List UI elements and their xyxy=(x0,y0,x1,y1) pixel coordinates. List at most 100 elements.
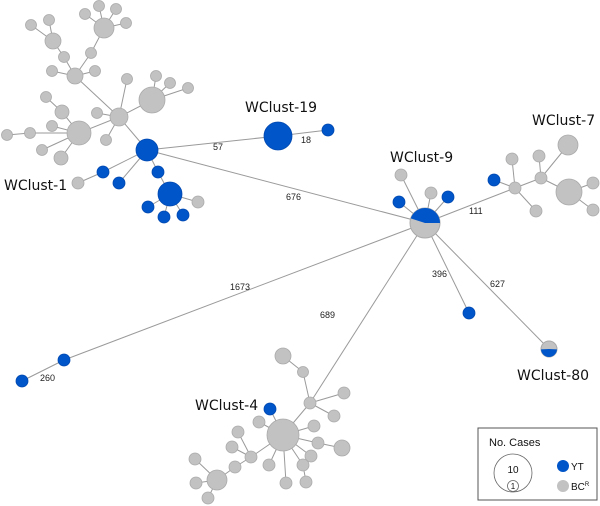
node-bcr xyxy=(85,47,97,59)
node-yt xyxy=(392,195,406,209)
node-bcr xyxy=(54,104,70,120)
node-bcr xyxy=(188,452,202,466)
node-wclust-80-mixed xyxy=(540,340,558,358)
edge-label-18: 18 xyxy=(301,135,311,145)
node-bcr xyxy=(91,107,103,119)
legend: No. Cases 10 1 YT BCR xyxy=(477,427,598,501)
edge-label-111: 111 xyxy=(469,206,483,216)
node-bcr xyxy=(252,415,266,429)
node-yt xyxy=(57,353,71,367)
legend-yt-swatch xyxy=(557,460,569,472)
node-bcr xyxy=(307,419,321,433)
node-bcr xyxy=(25,19,37,31)
edge xyxy=(63,222,426,361)
node-bcr xyxy=(304,449,318,463)
node-bcr xyxy=(182,82,194,94)
node-bcr xyxy=(262,458,276,472)
node-bcr xyxy=(279,476,293,490)
node-yt xyxy=(462,306,476,320)
node-bcr xyxy=(191,195,205,209)
node-bcr xyxy=(138,86,166,114)
edge xyxy=(21,359,65,382)
node-bcr xyxy=(557,134,579,156)
node-bcr xyxy=(266,418,300,452)
node-bcr xyxy=(296,458,310,472)
node-bcr xyxy=(189,476,203,490)
node-bcr xyxy=(1,129,13,141)
node-bcr xyxy=(201,491,215,505)
node-yt xyxy=(141,200,155,214)
node-bcr xyxy=(66,67,84,85)
node-bcr xyxy=(46,120,58,132)
node-bcr xyxy=(534,171,548,185)
node-yt xyxy=(487,173,501,187)
node-bcr xyxy=(586,203,600,217)
node-bcr xyxy=(508,181,522,195)
cluster-label-wclust-1: WClust-1 xyxy=(4,178,67,194)
edge-label-57: 57 xyxy=(213,142,223,152)
node-bcr xyxy=(44,32,62,50)
cluster-label-wclust-4: WClust-4 xyxy=(195,398,258,414)
node-bcr xyxy=(89,65,101,77)
node-yt xyxy=(263,402,277,416)
node-bcr xyxy=(274,347,292,365)
edge-label-1673: 1673 xyxy=(230,282,250,292)
edge xyxy=(146,149,426,224)
node-bcr xyxy=(120,17,132,29)
node-bcr xyxy=(231,425,245,439)
node-bcr xyxy=(206,469,228,491)
cluster-label-wclust-80: WClust-80 xyxy=(517,368,589,384)
node-bcr xyxy=(150,70,162,82)
node-bcr xyxy=(327,409,341,423)
edge-label-396: 396 xyxy=(432,269,447,279)
node-bcr xyxy=(505,152,519,166)
legend-size-large xyxy=(493,453,533,493)
node-wclust-9-mixed xyxy=(409,207,441,239)
node-bcr xyxy=(43,14,55,26)
node-bcr xyxy=(244,450,258,464)
node-bcr xyxy=(93,0,105,12)
node-bcr xyxy=(303,396,317,410)
node-bcr xyxy=(100,134,112,146)
edge xyxy=(309,222,426,404)
node-bcr xyxy=(532,149,546,163)
node-yt xyxy=(157,181,183,207)
node-bcr xyxy=(586,176,600,190)
node-bcr xyxy=(109,107,129,127)
node-bcr xyxy=(66,120,92,146)
legend-size-small xyxy=(507,480,519,492)
legend-bc-swatch xyxy=(557,480,569,492)
node-bcr xyxy=(71,176,85,190)
node-bcr xyxy=(297,366,309,378)
node-bcr xyxy=(529,204,543,218)
legend-title: No. Cases xyxy=(489,437,541,449)
node-bcr xyxy=(228,460,242,474)
legend-bc-superscript: R xyxy=(585,482,590,488)
node-yt xyxy=(441,190,455,204)
node-yt xyxy=(96,165,110,179)
edge xyxy=(424,187,516,224)
edge-label-689: 689 xyxy=(320,310,335,320)
node-bcr xyxy=(225,440,239,454)
edge-label-676: 676 xyxy=(286,192,301,202)
node-yt xyxy=(176,208,190,222)
node-bcr xyxy=(121,73,133,85)
node-bcr xyxy=(337,386,351,400)
edge xyxy=(424,222,470,314)
legend-size-large-label: 10 xyxy=(507,465,519,476)
edge xyxy=(74,75,120,118)
node-bcr xyxy=(40,91,52,103)
legend-size-small-label: 1 xyxy=(511,482,516,491)
legend-yt-label: YT xyxy=(571,462,584,473)
node-bcr xyxy=(333,439,351,457)
node-bcr xyxy=(299,475,313,489)
node-bcr xyxy=(164,77,176,89)
node-yt xyxy=(321,123,335,137)
cluster-label-wclust-7: WClust-7 xyxy=(532,113,595,129)
cluster-label-wclust-19: WClust-19 xyxy=(245,100,317,116)
edge xyxy=(424,222,550,350)
edge-label-260: 260 xyxy=(40,373,55,383)
node-bcr xyxy=(79,8,91,20)
node-bcr xyxy=(93,17,115,39)
